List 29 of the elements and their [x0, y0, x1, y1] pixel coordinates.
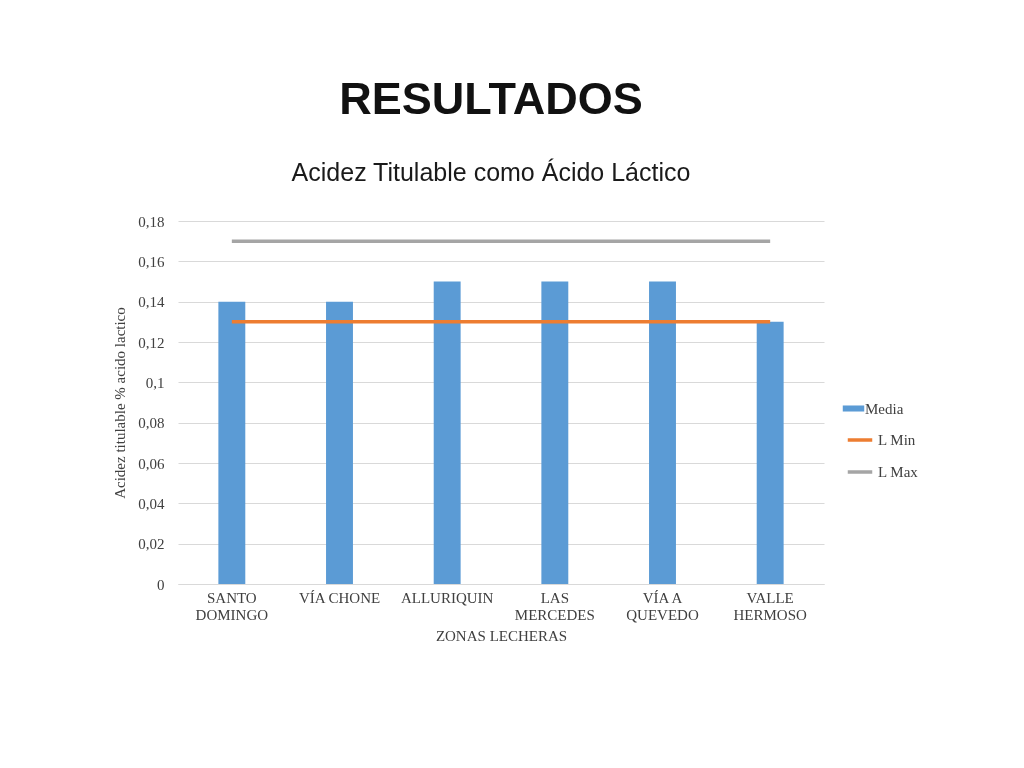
y-tick-label: 0,04 [138, 495, 165, 512]
legend-label: Media [865, 400, 904, 417]
x-tick-label: VALLE HERMOSO [733, 589, 807, 623]
y-tick-label: 0 [157, 576, 165, 593]
y-tick-label: 0,1 [145, 374, 165, 391]
legend-label: L Max [878, 464, 919, 480]
y-tick-label: 0,12 [138, 334, 165, 351]
bar [218, 301, 246, 584]
x-axis-title: ZONAS LECHERAS [435, 627, 568, 644]
bar [541, 281, 569, 584]
y-tick-label: 0,14 [138, 294, 165, 311]
x-tick-label: VÍA CHONE [298, 589, 381, 606]
y-tick-label: 0,16 [138, 253, 165, 270]
legend-label: L Min [878, 432, 916, 448]
x-tick-label: LAS MERCEDES [514, 589, 595, 623]
bar [756, 321, 784, 584]
y-tick-label: 0,02 [138, 536, 165, 553]
y-tick-label: 0,06 [138, 455, 165, 472]
y-tick-label: 0,08 [138, 415, 165, 432]
bar [433, 281, 461, 584]
bar [326, 301, 353, 584]
x-tick-label: ALLURIQUIN [400, 589, 494, 606]
bar [649, 281, 676, 584]
y-tick-label: 0,18 [138, 213, 165, 230]
chart-subtitle: Acidez Titulable como Ácido Láctico [291, 158, 691, 186]
chart-title: RESULTADOS [339, 73, 643, 124]
x-tick-label: SANTO DOMINGO [195, 589, 269, 623]
y-axis-title: Acidez titulable % acido lactico [112, 307, 129, 499]
x-tick-label: VÍA A QUEVEDO [626, 589, 699, 623]
